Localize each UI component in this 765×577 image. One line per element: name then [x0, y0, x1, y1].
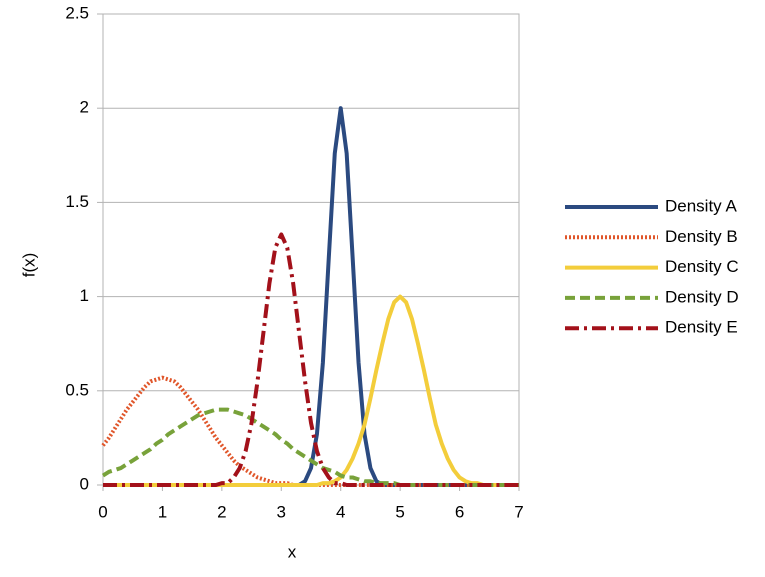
plot-frame	[102, 13, 520, 486]
x-tick-label: 2	[217, 502, 226, 521]
x-tick-label: 4	[336, 502, 345, 521]
y-tick-label: 0	[80, 474, 89, 493]
x-tick-label: 5	[395, 502, 404, 521]
density-line	[103, 294, 519, 487]
legend-label: Density A	[665, 196, 737, 215]
y-axis-label: f(x)	[19, 253, 38, 278]
y-tick-label: 0.5	[65, 380, 89, 399]
y-tick-label: 1	[80, 286, 89, 305]
x-tick-label: 1	[158, 502, 167, 521]
x-axis-label: x	[288, 542, 297, 561]
legend-label: Density C	[665, 257, 739, 276]
x-tick-label: 7	[514, 502, 523, 521]
y-tick-label: 2	[80, 98, 89, 117]
legend-label: Density B	[665, 227, 738, 246]
legend-label: Density E	[665, 318, 738, 337]
x-tick-label: 6	[455, 502, 464, 521]
legend-label: Density D	[665, 287, 739, 306]
x-tick-label: 0	[98, 502, 107, 521]
y-tick-label: 1.5	[65, 192, 89, 211]
density-line	[101, 407, 519, 487]
density-line	[103, 232, 519, 487]
y-tick-label: 2.5	[65, 3, 89, 22]
x-tick-label: 3	[277, 502, 286, 521]
